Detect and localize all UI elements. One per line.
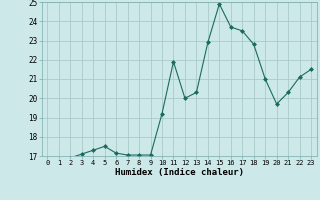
X-axis label: Humidex (Indice chaleur): Humidex (Indice chaleur) [115,168,244,177]
